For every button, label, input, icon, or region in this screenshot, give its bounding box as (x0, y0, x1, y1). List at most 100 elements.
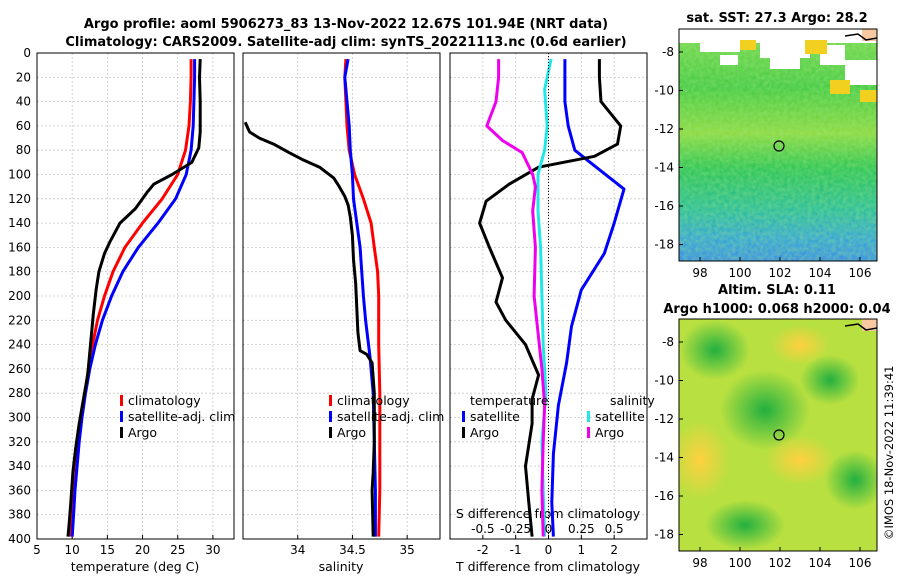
argo-position-marker (773, 429, 785, 441)
series-line-satellite-adj.-clim (70, 59, 197, 537)
temperature-x-label: temperature (deg C) (71, 559, 200, 574)
salinity-lines (243, 58, 382, 537)
s-diff-tick-label: 0 (545, 522, 553, 536)
panel-frame (242, 52, 441, 540)
legend-swatch-argo (329, 427, 332, 438)
legend-label-argo: Argo (337, 425, 366, 440)
map-y-tick-label: -10 (654, 374, 674, 388)
legend-header-salinity: salinity (610, 393, 655, 408)
y-tick-label: 40 (16, 95, 31, 109)
series-line-salinity-satellite (536, 58, 553, 537)
y-tick-label: 160 (8, 240, 31, 254)
legend-label-climatology: climatology (337, 393, 410, 408)
sla-low-4 (825, 450, 877, 510)
x-tick-label: 1 (578, 543, 586, 557)
map-x-tick-label: 104 (809, 266, 832, 280)
map-y-tick-label: -14 (654, 451, 674, 465)
temperature-legend: climatology satellite-adj. clim Argo (120, 393, 235, 440)
map-y-tick-label: -18 (654, 238, 674, 252)
legend-label-satellite: satellite-adj. clim (337, 409, 444, 424)
y-tick-label: 380 (8, 508, 31, 522)
t-difference-x-label: T difference from climatology (455, 559, 641, 574)
sla-map-ticks: 98 100 102 104 106 -8 -10 -12 -14 -16 -18 (654, 335, 871, 570)
s-diff-tick-label: -0.25 (500, 522, 531, 536)
map-x-tick-label: 98 (692, 556, 707, 570)
sla-low-1 (720, 370, 810, 450)
legend-label-argo: Argo (128, 425, 157, 440)
legend-swatch-s-argo (587, 427, 590, 438)
series-line-argo (243, 121, 376, 537)
sla-high-1 (765, 435, 835, 485)
y-tick-label: 140 (8, 216, 31, 230)
y-tick-label: 300 (8, 411, 31, 425)
argo-position-marker (773, 140, 785, 152)
figure-title-line1: Argo profile: aoml 5906273_83 13-Nov-202… (84, 17, 608, 32)
map-y-tick-label: -16 (654, 199, 674, 213)
y-tick-label: 100 (8, 168, 31, 182)
figure-title-line2: Climatology: CARS2009. Satellite-adj cli… (65, 35, 626, 50)
map-x-tick-label: 100 (729, 266, 752, 280)
coastline (844, 323, 877, 331)
x-tick-label: 10 (65, 543, 80, 557)
legend-swatch-s-satellite (587, 411, 590, 422)
y-tick-label: 340 (8, 459, 31, 473)
sst-map (679, 29, 877, 261)
y-tick-label: 0 (23, 46, 31, 60)
map-x-tick-label: 106 (849, 556, 872, 570)
series-line-satellite-adj.-clim (343, 58, 377, 537)
panel-grids: 5 10 15 20 25 30 34 34.5 35 -2 -1 0 1 2 (33, 52, 648, 557)
series-line-climatology (69, 59, 193, 537)
map-y-tick-label: -10 (654, 84, 674, 98)
x-tick-label: 35 (400, 543, 415, 557)
s-diff-tick-label: 0.5 (605, 522, 624, 536)
s-diff-tick-label: 0.25 (568, 522, 595, 536)
map-y-tick-label: -8 (662, 335, 674, 349)
legend-swatch-argo (120, 427, 123, 438)
sla-map-title-2: Argo h1000: 0.068 h2000: 0.04 (663, 302, 890, 317)
sla-high-3 (770, 325, 830, 365)
temperature-lines (66, 59, 202, 537)
x-tick-label: -2 (477, 543, 489, 557)
y-tick-label: 320 (8, 435, 31, 449)
legend-label-climatology: climatology (128, 393, 201, 408)
legend-swatch-climatology (120, 395, 123, 406)
legend-swatch-satellite (120, 411, 123, 422)
sst-map-ticks: 98 100 102 104 106 -8 -10 -12 -14 -16 -18 (654, 45, 871, 280)
sla-map-frame (678, 318, 878, 552)
x-tick-label: 25 (170, 543, 185, 557)
x-tick-label: 5 (33, 543, 41, 557)
map-y-tick-label: -8 (662, 45, 674, 59)
sst-warm-patches (740, 40, 877, 102)
salinity-x-label: salinity (319, 559, 364, 574)
y-tick-label: 120 (8, 192, 31, 206)
legend-header-temperature: temperature (470, 393, 549, 408)
map-x-tick-label: 102 (769, 266, 792, 280)
map-y-tick-label: -12 (654, 412, 674, 426)
legend-label-satellite: satellite-adj. clim (128, 409, 235, 424)
sla-high-2 (679, 420, 730, 500)
y-tick-label: 360 (8, 483, 31, 497)
sst-cloud-mask (679, 29, 877, 85)
sst-map-frame (678, 28, 878, 262)
y-tick-label: 280 (8, 386, 31, 400)
series-line-temperature-argo (478, 59, 623, 537)
zero-reference-line: -0.5 -0.25 0 0.25 0.5 (471, 53, 624, 539)
legend-swatch-satellite (329, 411, 332, 422)
difference-legend: temperature satellite Argo salinity sate… (462, 393, 655, 440)
y-tick-label: 80 (16, 143, 31, 157)
map-x-tick-label: 104 (809, 556, 832, 570)
y-tick-label: 400 (8, 532, 31, 546)
legend-swatch-t-argo (462, 427, 465, 438)
y-tick-label: 180 (8, 265, 31, 279)
series-line-argo (66, 59, 202, 537)
x-tick-label: 2 (610, 543, 618, 557)
sla-low-3 (800, 355, 860, 405)
y-tick-label: 260 (8, 362, 31, 376)
map-x-tick-label: 102 (769, 556, 792, 570)
legend-label-t-satellite: satellite (470, 409, 520, 424)
sla-low-5 (705, 500, 785, 550)
s-diff-tick-label: -0.5 (471, 522, 494, 536)
series-line-temperature-satellite (550, 59, 626, 537)
credit-text: ©IMOS 18-Nov-2022 11:39:41 (882, 366, 896, 540)
map-y-tick-label: -18 (654, 528, 674, 542)
